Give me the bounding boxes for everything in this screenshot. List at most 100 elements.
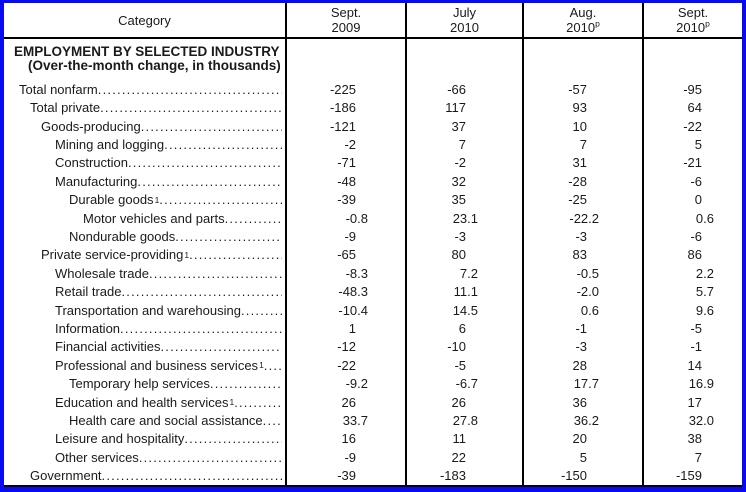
value-cell: 1 bbox=[285, 319, 405, 338]
value-cell: -6 bbox=[642, 172, 742, 191]
value: -10.4 bbox=[338, 302, 368, 318]
empty-cell bbox=[522, 39, 642, 80]
value-cell: -0.5 bbox=[522, 264, 642, 283]
category-cell: Mining and logging bbox=[4, 135, 285, 153]
value: 17.7 bbox=[573, 376, 599, 392]
dot-leader bbox=[184, 431, 282, 446]
column-header-year: 2010 bbox=[566, 20, 596, 35]
category-cell: Construction bbox=[4, 154, 285, 172]
value-cell: -9.2 bbox=[285, 374, 405, 393]
value-cell: 14.5 bbox=[405, 300, 522, 320]
table-row: Temporary help services -9.2 -6.7 17.7 1… bbox=[4, 374, 742, 393]
table-row: Total private -186 117 93 64 bbox=[4, 98, 742, 117]
category-cell: Transportation and warehousing bbox=[4, 301, 285, 319]
value: 1 bbox=[348, 320, 356, 336]
value: -65 bbox=[337, 247, 356, 263]
category-cell: Wholesale trade bbox=[4, 264, 285, 282]
value: 36.2 bbox=[573, 413, 599, 429]
value-cell: 36 bbox=[522, 392, 642, 412]
value: 0 bbox=[694, 192, 702, 208]
empty-cell bbox=[285, 39, 405, 80]
preliminary-footnote-marker: p bbox=[705, 18, 710, 29]
value-cell: 10 bbox=[522, 116, 642, 136]
value: -22 bbox=[337, 357, 356, 373]
row-label: Other services bbox=[55, 449, 139, 465]
value: -95 bbox=[683, 81, 702, 97]
value: -66 bbox=[447, 81, 466, 97]
value: -39 bbox=[337, 192, 356, 208]
value-cell: -39 bbox=[285, 190, 405, 209]
value: 86 bbox=[687, 247, 702, 263]
row-label: Health care and social assistance bbox=[69, 413, 263, 429]
value: -121 bbox=[329, 118, 356, 134]
row-label: Professional and business services bbox=[55, 357, 259, 373]
value-cell: 32 bbox=[405, 172, 522, 191]
dot-leader bbox=[128, 155, 282, 170]
value: -22.2 bbox=[569, 210, 599, 226]
value: 83 bbox=[572, 247, 587, 263]
value: -48 bbox=[337, 173, 356, 189]
value: 5.7 bbox=[695, 284, 714, 300]
table-row: Financial activities -12 -10 -3 -1 bbox=[4, 337, 742, 357]
value-cell: 9.6 bbox=[642, 300, 742, 320]
value-cell: -21 bbox=[642, 153, 742, 173]
value-cell: 7 bbox=[405, 135, 522, 154]
value-cell: -8.3 bbox=[285, 264, 405, 283]
table-row: Manufacturing -48 32 -28 -6 bbox=[4, 172, 742, 191]
footnote-marker: 1 bbox=[154, 194, 160, 205]
category-cell: Leisure and hospitality bbox=[4, 430, 285, 448]
footnote-marker: 1 bbox=[229, 397, 235, 408]
value-cell: 7 bbox=[642, 448, 742, 467]
value-cell: -5 bbox=[405, 356, 522, 375]
value: 26 bbox=[341, 394, 356, 410]
table-row: Information 1 6 -1 -5 bbox=[4, 319, 742, 338]
dot-leader bbox=[225, 211, 282, 226]
value-cell: -186 bbox=[285, 98, 405, 117]
value-cell: -1 bbox=[522, 319, 642, 338]
section-title-row: EMPLOYMENT BY SELECTED INDUSTRY (Over-th… bbox=[4, 39, 742, 80]
value: -1 bbox=[575, 320, 587, 336]
table-row: Motor vehicles and parts -0.8 23.1 -22.2… bbox=[4, 208, 742, 228]
table-row: Leisure and hospitality 16 11 20 38 bbox=[4, 429, 742, 449]
value: -8.3 bbox=[345, 265, 368, 281]
row-label: Durable goods bbox=[69, 192, 154, 208]
value-cell: -71 bbox=[285, 153, 405, 173]
value: -3 bbox=[575, 228, 587, 244]
value: -57 bbox=[568, 81, 587, 97]
section-title: EMPLOYMENT BY SELECTED INDUSTRY bbox=[14, 44, 280, 59]
row-label: Goods-producing bbox=[41, 118, 141, 134]
value: 7 bbox=[694, 449, 702, 465]
row-label: Total private bbox=[30, 100, 101, 116]
value: -9.2 bbox=[345, 376, 368, 392]
table-row: Other services -9 22 5 7 bbox=[4, 448, 742, 467]
value-cell: -9 bbox=[285, 227, 405, 246]
value: 35 bbox=[451, 192, 466, 208]
value-cell: 38 bbox=[642, 429, 742, 449]
row-label: Leisure and hospitality bbox=[55, 431, 185, 447]
value-cell: 27.8 bbox=[405, 411, 522, 430]
category-header-label: Category bbox=[118, 12, 171, 28]
value: 6 bbox=[458, 320, 466, 336]
category-cell: Nondurable goods bbox=[4, 227, 285, 245]
value-cell: 5 bbox=[642, 135, 742, 154]
value: 5 bbox=[694, 136, 702, 152]
value: 27.8 bbox=[452, 413, 478, 429]
row-label: Retail trade bbox=[55, 284, 122, 300]
value: -0.8 bbox=[345, 210, 368, 226]
value: 9.6 bbox=[695, 302, 714, 318]
row-label: Nondurable goods bbox=[69, 228, 176, 244]
category-cell: Manufacturing bbox=[4, 172, 285, 190]
value: -9 bbox=[344, 449, 356, 465]
value-cell: -0.8 bbox=[285, 208, 405, 228]
value: -3 bbox=[575, 339, 587, 355]
value: 26 bbox=[451, 394, 466, 410]
value-cell: -12 bbox=[285, 337, 405, 357]
dot-leader bbox=[159, 192, 282, 207]
dot-leader bbox=[263, 413, 282, 428]
category-cell: Durable goods 1 bbox=[4, 190, 285, 208]
column-header-year: 2009 bbox=[331, 20, 361, 35]
value-cell: 16 bbox=[285, 429, 405, 449]
value-cell: 17.7 bbox=[522, 374, 642, 393]
value-cell: 7.2 bbox=[405, 264, 522, 283]
dot-leader bbox=[264, 358, 282, 373]
